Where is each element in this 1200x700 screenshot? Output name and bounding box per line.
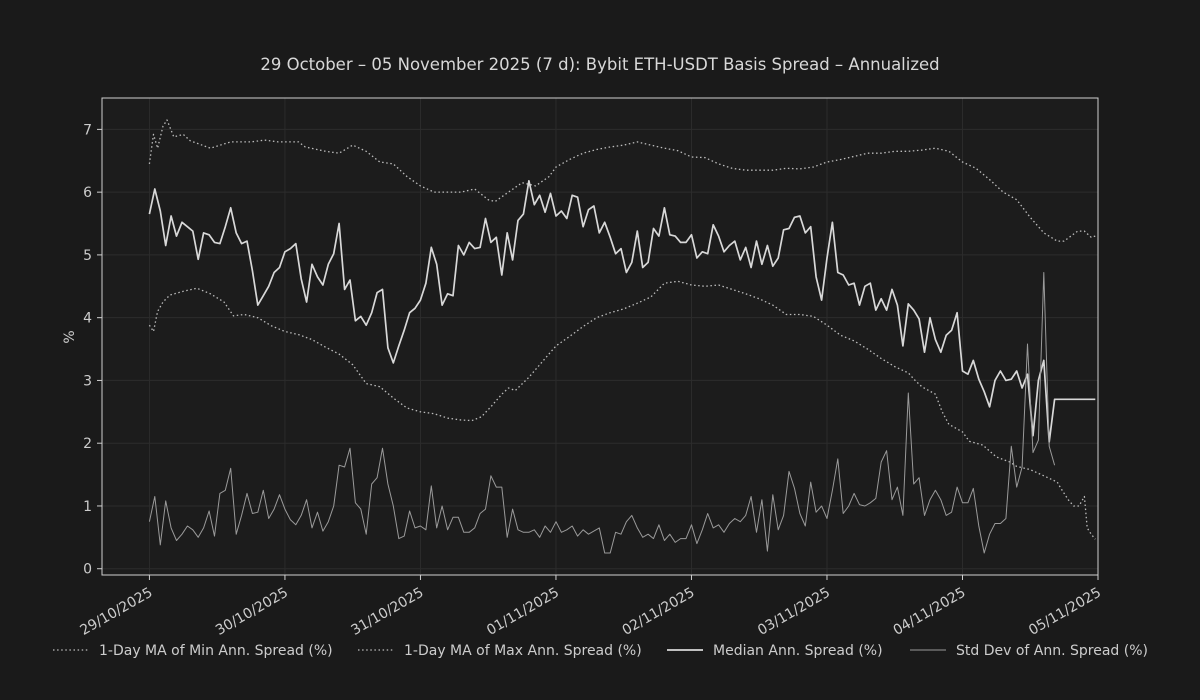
x-tick-label: 02/11/2025 xyxy=(620,585,698,639)
series-layer xyxy=(148,119,1096,554)
x-tick-label: 04/11/2025 xyxy=(891,585,969,639)
chart-title: 29 October – 05 November 2025 (7 d): Byb… xyxy=(260,55,939,74)
y-axis-label: % xyxy=(62,330,78,343)
y-tick-label: 2 xyxy=(83,436,92,452)
x-tick-label: 29/10/2025 xyxy=(78,585,156,639)
legend-entry: 1-Day MA of Max Ann. Spread (%) xyxy=(404,643,642,659)
series-line-1 xyxy=(148,280,1096,540)
y-axis: 0 1 2 3 4 5 6 7 xyxy=(83,122,102,578)
y-tick-label: 7 xyxy=(83,122,92,138)
plot-frame xyxy=(101,97,1099,576)
series-line-3 xyxy=(148,179,1096,443)
x-tick-label: 30/10/2025 xyxy=(213,585,291,639)
legend: 1-Day MA of Min Ann. Spread (%) 1-Day MA … xyxy=(53,643,1148,659)
y-tick-label: 5 xyxy=(83,248,92,264)
grid xyxy=(102,98,1099,575)
x-tick-label: 01/11/2025 xyxy=(484,585,562,639)
x-tick-label: 05/11/2025 xyxy=(1026,585,1104,639)
x-axis: 29/10/2025 30/10/2025 31/10/2025 01/11/2025… xyxy=(78,575,1104,639)
legend-entry: Median Ann. Spread (%) xyxy=(713,643,883,659)
legend-entry: Std Dev of Ann. Spread (%) xyxy=(956,643,1148,659)
y-tick-label: 3 xyxy=(83,373,92,389)
plot-area xyxy=(102,98,1098,575)
y-tick-label: 0 xyxy=(83,562,92,578)
y-tick-label: 4 xyxy=(83,311,92,327)
y-tick-label: 1 xyxy=(83,499,92,515)
x-tick-label: 03/11/2025 xyxy=(755,585,833,639)
x-tick-label: 31/10/2025 xyxy=(349,585,427,639)
series-line-4 xyxy=(148,272,1056,554)
y-tick-label: 6 xyxy=(83,185,92,201)
legend-entry: 1-Day MA of Min Ann. Spread (%) xyxy=(99,643,333,659)
